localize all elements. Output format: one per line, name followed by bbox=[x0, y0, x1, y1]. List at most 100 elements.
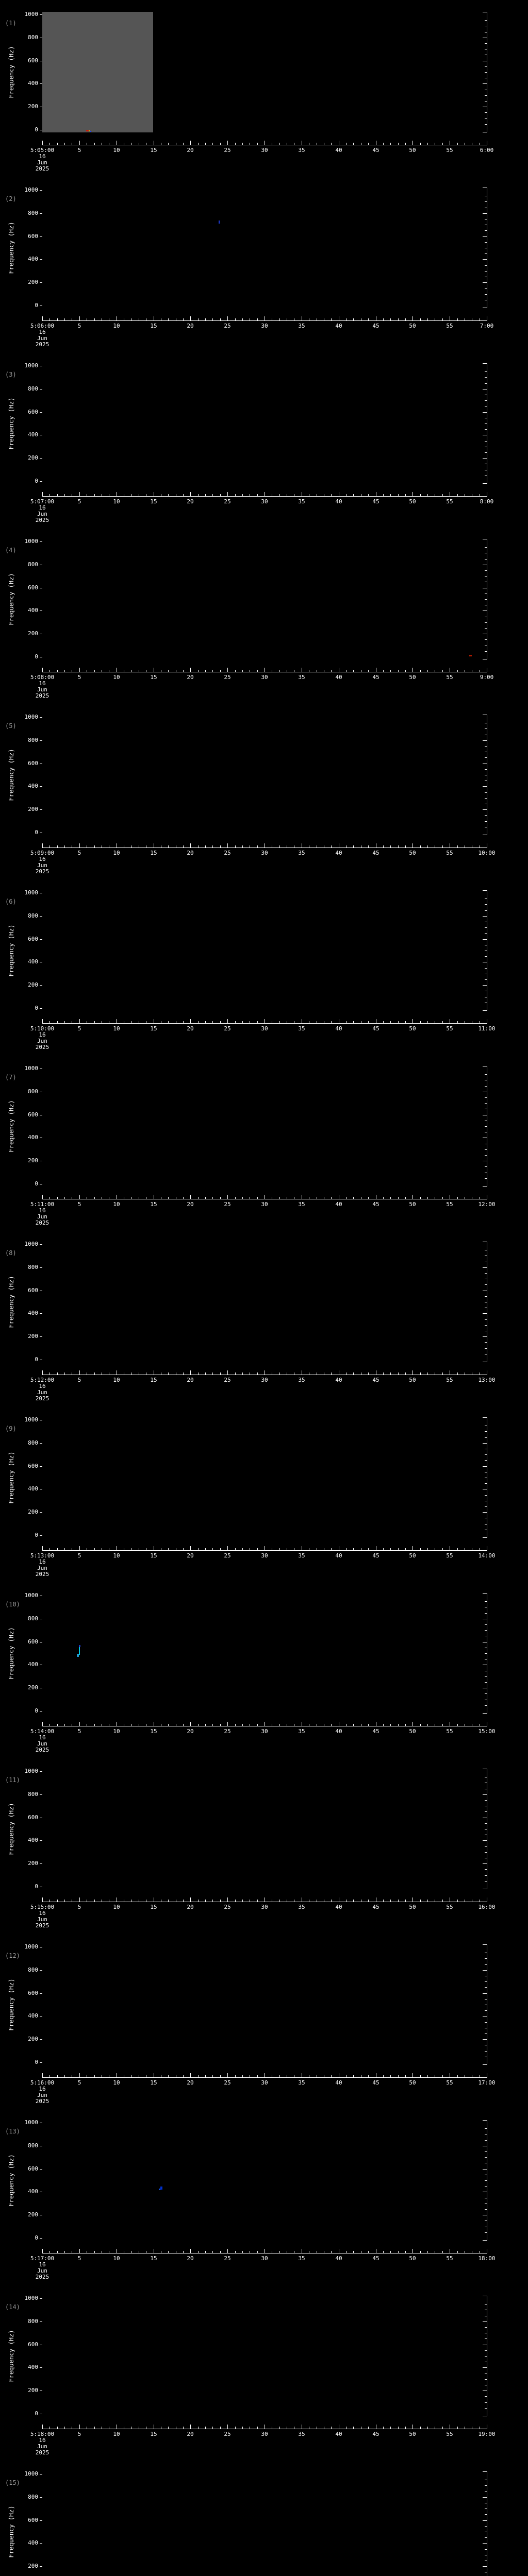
minute-tick-label: 5 bbox=[77, 674, 81, 681]
time-major-tick bbox=[190, 668, 191, 672]
time-minor-tick bbox=[94, 1021, 95, 1023]
time-minor-tick bbox=[220, 845, 221, 848]
minute-tick-label: 45 bbox=[372, 1025, 380, 1032]
time-minor-tick bbox=[427, 1724, 428, 1726]
left-axis-tick bbox=[40, 2497, 42, 2498]
left-axis-tick bbox=[40, 83, 42, 84]
time-major-tick bbox=[190, 316, 191, 320]
left-axis-tick bbox=[40, 1863, 42, 1865]
time-minor-tick bbox=[168, 845, 169, 848]
left-axis-tick bbox=[40, 717, 42, 718]
right-axis-tick bbox=[485, 1495, 487, 1496]
right-axis-tick bbox=[483, 1794, 487, 1795]
time-minor-tick bbox=[198, 1900, 199, 1902]
time-major-tick bbox=[190, 2073, 191, 2077]
freq-tick-label: 1000 bbox=[24, 2295, 39, 2301]
right-axis-tick bbox=[485, 43, 487, 44]
time-minor-tick bbox=[57, 1021, 58, 1023]
right-axis-tick bbox=[483, 213, 487, 214]
time-major-tick bbox=[227, 1897, 228, 1902]
freq-tick-label: 600 bbox=[28, 2516, 38, 2523]
minute-tick-label: 30 bbox=[261, 2255, 268, 2262]
date-line: 2025 bbox=[35, 1922, 50, 1929]
time-minor-tick bbox=[64, 318, 65, 320]
right-axis-tick bbox=[483, 985, 487, 986]
time-minor-tick bbox=[331, 2251, 332, 2253]
left-axis-tick bbox=[40, 1244, 42, 1245]
panel-index-label: (9) bbox=[5, 1425, 16, 1432]
time-minor-tick bbox=[183, 670, 184, 672]
left-axis-tick bbox=[40, 809, 42, 810]
minute-tick-label: 40 bbox=[335, 1201, 342, 1208]
right-axis-tick bbox=[485, 377, 487, 378]
freq-tick-label: 800 bbox=[28, 561, 38, 568]
right-axis-tick bbox=[485, 910, 487, 911]
minute-tick-label: 50 bbox=[409, 2255, 416, 2262]
time-minor-tick bbox=[427, 845, 428, 848]
time-minor-tick bbox=[420, 670, 421, 672]
right-axis-tick bbox=[485, 792, 487, 793]
end-time-label: 9:00 bbox=[480, 674, 494, 681]
freq-tick-label: 600 bbox=[28, 57, 38, 64]
freq-tick-label: 1000 bbox=[24, 1768, 39, 1774]
minute-tick-label: 50 bbox=[409, 1025, 416, 1032]
time-minor-tick bbox=[383, 2075, 384, 2077]
time-major-tick bbox=[412, 2073, 413, 2077]
spectral-event-mark bbox=[77, 1654, 79, 1657]
time-minor-tick bbox=[64, 143, 65, 145]
time-minor-tick bbox=[57, 318, 58, 320]
minute-tick-label: 35 bbox=[298, 147, 305, 154]
time-minor-tick bbox=[212, 494, 213, 496]
minute-tick-label: 30 bbox=[261, 498, 268, 505]
time-minor-tick bbox=[331, 1372, 332, 1375]
minute-tick-label: 5 bbox=[77, 498, 81, 505]
date-line: 2025 bbox=[35, 341, 50, 348]
time-minor-tick bbox=[198, 318, 199, 320]
right-axis-tick bbox=[485, 288, 487, 289]
time-minor-tick bbox=[212, 318, 213, 320]
right-axis-tick bbox=[485, 1437, 487, 1438]
time-minor-tick bbox=[205, 1021, 206, 1023]
time-major-tick bbox=[190, 1897, 191, 1902]
right-axis-tick bbox=[485, 769, 487, 770]
right-axis-tick bbox=[485, 1613, 487, 1614]
minute-tick-label: 35 bbox=[298, 2431, 305, 2437]
minute-tick-label: 10 bbox=[113, 1552, 120, 1559]
time-major-tick bbox=[227, 843, 228, 848]
right-axis-tick bbox=[485, 2514, 487, 2515]
time-minor-tick bbox=[242, 1197, 243, 1199]
time-minor-tick bbox=[383, 1724, 384, 1726]
right-axis-tick bbox=[483, 1267, 487, 1268]
right-axis-tick bbox=[485, 2157, 487, 2158]
minute-tick-label: 25 bbox=[224, 323, 231, 329]
time-major-tick bbox=[42, 2425, 43, 2429]
frequency-axis-label: Frequency (Hz) bbox=[8, 1276, 15, 1328]
freq-tick-label: 400 bbox=[28, 1837, 38, 1844]
time-major-tick bbox=[190, 141, 191, 145]
time-minor-tick bbox=[353, 670, 354, 672]
right-axis-tick bbox=[483, 412, 487, 413]
minute-tick-label: 15 bbox=[150, 2255, 157, 2262]
right-axis-tick bbox=[485, 2485, 487, 2486]
minute-tick-label: 35 bbox=[298, 323, 305, 329]
minute-tick-label: 30 bbox=[261, 147, 268, 154]
minute-tick-label: 45 bbox=[372, 2079, 380, 2086]
minute-tick-label: 5 bbox=[77, 1025, 81, 1032]
time-minor-tick bbox=[368, 1197, 369, 1199]
right-axis-tick bbox=[485, 452, 487, 453]
date-line: 2025 bbox=[35, 1747, 50, 1753]
minute-tick-label: 25 bbox=[224, 1552, 231, 1559]
time-major-tick bbox=[190, 1370, 191, 1375]
end-time-label: 16:00 bbox=[478, 1904, 496, 1910]
freq-tick-label: 600 bbox=[28, 759, 38, 767]
minute-tick-label: 30 bbox=[261, 323, 268, 329]
right-axis-tick bbox=[485, 1178, 487, 1179]
freq-tick-label: 600 bbox=[28, 1286, 38, 1294]
right-axis-tick bbox=[485, 2022, 487, 2023]
time-minor-tick bbox=[427, 143, 428, 145]
time-minor-tick bbox=[183, 2075, 184, 2077]
time-minor-tick bbox=[64, 2075, 65, 2077]
panel-index-label: (8) bbox=[5, 1249, 16, 1257]
minute-tick-label: 30 bbox=[261, 1904, 268, 1910]
time-minor-tick bbox=[405, 318, 406, 320]
